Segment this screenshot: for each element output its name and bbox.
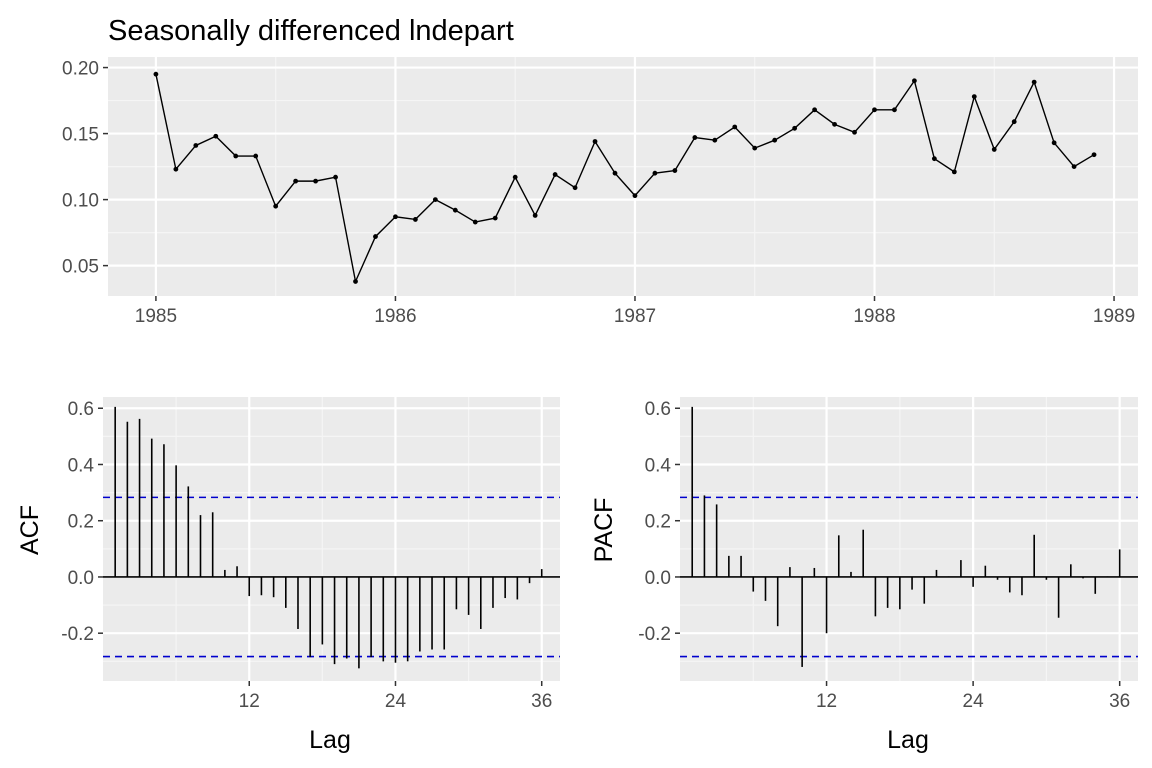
timeseries-point (712, 137, 718, 143)
timeseries-point (153, 71, 159, 77)
timeseries-point (353, 279, 358, 284)
timeseries-point (772, 137, 778, 143)
timeseries-point (492, 215, 498, 221)
timeseries-point (452, 207, 458, 213)
timeseries-point (1011, 119, 1017, 125)
timeseries-y-tick-label: 0.20 (62, 59, 99, 80)
timeseries-y-tick-label: 0.05 (62, 257, 99, 278)
timeseries-point (852, 129, 857, 135)
timeseries-point (1091, 152, 1097, 158)
timeseries-point (173, 166, 179, 172)
timeseries-point (333, 174, 338, 180)
timeseries-point (373, 234, 378, 239)
acf-panel-background (103, 397, 560, 681)
timeseries-point (512, 174, 518, 180)
timeseries-y-tick-label: 0.15 (62, 125, 99, 146)
timeseries-point (612, 170, 618, 176)
pacf-y-axis-title: PACF (590, 498, 618, 563)
timeseries-point (233, 153, 239, 159)
timeseries-point (892, 107, 897, 113)
pacf-y-tick-label: 0.4 (645, 455, 672, 476)
timeseries-panel-background (108, 57, 1138, 296)
acf-y-tick-label: 0.0 (68, 568, 94, 589)
timeseries-point (572, 185, 578, 191)
timeseries-point (432, 197, 438, 203)
acf-y-tick-label: 0.4 (68, 455, 95, 476)
timeseries-point (532, 213, 538, 218)
pacf-x-tick-label: 36 (1109, 691, 1130, 712)
timeseries-point (393, 214, 398, 220)
acf-x-tick-label: 12 (239, 691, 260, 712)
acf-y-tick-label: 0.6 (68, 399, 94, 420)
pacf-panel: -0.2 0.0 0.2 0.4 0.6 12 24 36 (638, 397, 1138, 712)
timeseries-point (792, 125, 798, 131)
timeseries-point (732, 124, 738, 130)
timeseries-point (672, 168, 678, 173)
chart-title: Seasonally differenced lndepart (108, 15, 514, 47)
timeseries-point (472, 219, 478, 225)
timeseries-point (912, 78, 917, 84)
pacf-x-tick-label: 24 (963, 691, 985, 712)
pacf-x-tick-label: 12 (816, 691, 837, 712)
timeseries-line (155, 74, 1095, 284)
timeseries-point (313, 178, 318, 184)
timeseries-point (1051, 140, 1057, 146)
timeseries-x-tick-label: 1988 (853, 306, 895, 327)
timeseries-point (1031, 79, 1037, 85)
timeseries-point (872, 107, 877, 113)
timeseries-x-tick-label: 1986 (374, 306, 416, 327)
timeseries-point (552, 172, 558, 177)
pacf-y-tick-label: 0.2 (645, 512, 671, 533)
pacf-x-axis-title: Lag (887, 726, 929, 754)
timeseries-point (592, 139, 598, 144)
timeseries-point (213, 133, 219, 139)
pacf-y-tick-label: 0.6 (645, 399, 671, 420)
timeseries-point (951, 169, 957, 175)
timeseries-point (273, 203, 279, 209)
pacf-y-tick-label: -0.2 (638, 624, 671, 645)
timeseries-point (652, 170, 658, 176)
timeseries-point (632, 193, 638, 199)
acf-panel: -0.2 0.0 0.2 0.4 0.6 12 24 36 (61, 397, 560, 712)
pacf-panel-background (680, 397, 1138, 681)
acf-x-tick-label: 36 (531, 691, 552, 712)
timeseries-point (412, 217, 418, 222)
timeseries-point (692, 135, 698, 140)
timeseries-point (253, 153, 259, 159)
timeseries-x-tick-label: 1987 (614, 306, 656, 327)
timeseries-point (752, 145, 758, 151)
timeseries-panel: 0.05 0.10 0.15 0.20 1985 1986 1987 1988 1989 (62, 57, 1138, 327)
acf-x-axis-title: Lag (309, 726, 351, 754)
acf-y-tick-label: -0.2 (61, 624, 94, 645)
timeseries-point (293, 178, 299, 184)
timeseries-point (193, 143, 199, 148)
timeseries-point (1071, 164, 1077, 169)
timeseries-x-tick-label: 1989 (1093, 306, 1135, 327)
timeseries-point (991, 147, 997, 152)
timeseries-x-tick-label: 1985 (135, 306, 177, 327)
timeseries-point (971, 94, 977, 100)
timeseries-point (832, 121, 837, 127)
acf-x-tick-label: 24 (385, 691, 407, 712)
acf-y-axis-title: ACF (16, 505, 44, 555)
timeseries-point (931, 156, 937, 162)
acf-y-tick-label: 0.2 (68, 512, 94, 533)
timeseries-point (812, 107, 818, 113)
pacf-y-tick-label: 0.0 (645, 568, 671, 589)
timeseries-y-tick-label: 0.10 (62, 191, 99, 212)
